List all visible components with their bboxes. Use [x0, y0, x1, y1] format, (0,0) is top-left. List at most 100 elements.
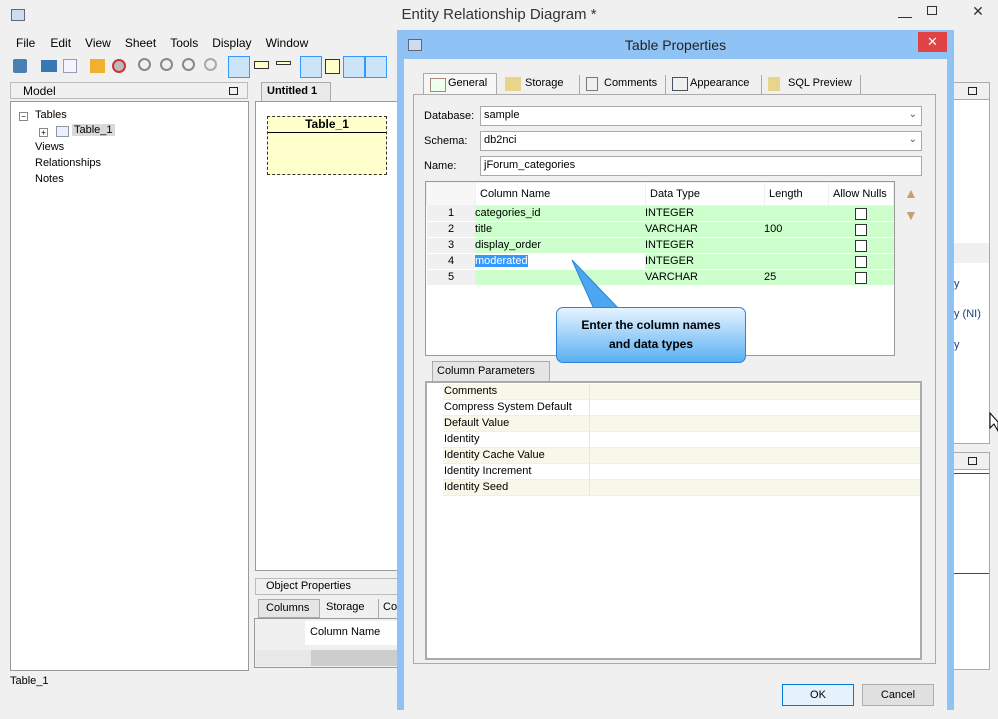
row-number[interactable]: 4	[427, 254, 475, 269]
parameter-row[interactable]: Compress System Default	[443, 400, 920, 416]
allow-nulls-checkbox[interactable]	[855, 272, 867, 284]
tree-table-1[interactable]: Table_1	[72, 124, 115, 136]
op-tab-columns[interactable]: Columns	[258, 599, 320, 618]
zoom-out-icon[interactable]	[182, 58, 195, 71]
show-null-icon[interactable]	[325, 59, 340, 74]
show-comments-icon[interactable]	[343, 56, 365, 78]
parameter-row[interactable]: Identity Increment	[443, 464, 920, 480]
cell-data-type[interactable]: INTEGER	[645, 254, 764, 269]
minimize-button[interactable]	[898, 8, 912, 18]
menu-file[interactable]: File	[16, 36, 36, 50]
cell-column-name[interactable]: categories_id	[475, 206, 645, 221]
header-length[interactable]: Length	[765, 183, 828, 205]
maximize-button[interactable]	[927, 6, 937, 15]
grid-row[interactable]: 2 title VARCHAR 100	[426, 222, 894, 238]
grid-row[interactable]: 5 VARCHAR 25	[426, 270, 894, 286]
tab-untitled-1[interactable]: Untitled 1	[261, 82, 331, 101]
collapse-icon[interactable]: −	[19, 112, 28, 121]
grid-row[interactable]: 3 display_order INTEGER	[426, 238, 894, 254]
row-number[interactable]: 5	[427, 270, 475, 285]
menu-window[interactable]: Window	[265, 36, 309, 50]
diagram-canvas[interactable]: Table_1	[255, 101, 400, 571]
zoom-reset-icon[interactable]	[204, 58, 217, 71]
entity-table-1[interactable]: Table_1	[267, 116, 387, 175]
menu-sheet[interactable]: Sheet	[124, 36, 157, 50]
tree-views[interactable]: Views	[35, 141, 65, 153]
name-input[interactable]: jForum_categories	[480, 156, 922, 176]
parameter-row[interactable]: Default Value	[443, 416, 920, 432]
zoom-fit-icon[interactable]	[138, 58, 151, 71]
move-down-icon[interactable]: ▼	[904, 207, 918, 223]
view-full-icon[interactable]	[228, 56, 250, 78]
cell-column-name[interactable]: title	[475, 222, 645, 237]
tab-storage[interactable]: Storage	[499, 75, 577, 94]
row-number[interactable]: 2	[427, 222, 475, 237]
ok-button[interactable]: OK	[782, 684, 854, 706]
tab-column-parameters[interactable]: Column Parameters	[432, 361, 550, 381]
cancel-button[interactable]: Cancel	[862, 684, 934, 706]
tab-appearance[interactable]: Appearance	[665, 75, 759, 94]
header-allow-nulls[interactable]: Allow Nulls	[829, 183, 893, 205]
cell-length[interactable]: 25	[764, 270, 828, 285]
tab-general[interactable]: General	[423, 73, 497, 94]
tree-notes[interactable]: Notes	[35, 173, 64, 185]
cell-length[interactable]	[764, 254, 828, 269]
parameter-value[interactable]	[589, 384, 920, 399]
grid-icon[interactable]	[63, 59, 77, 73]
menu-edit[interactable]: Edit	[50, 36, 72, 50]
schema-select[interactable]: db2nci ⌄	[480, 131, 922, 151]
op-tab-more[interactable]: Co	[378, 599, 398, 618]
cell-column-name[interactable]: moderated	[475, 254, 645, 269]
cell-length[interactable]	[764, 238, 828, 253]
cell-column-name[interactable]: display_order	[475, 238, 645, 253]
row-number[interactable]: 1	[427, 206, 475, 221]
menu-display[interactable]: Display	[212, 36, 252, 50]
zoom-in-icon[interactable]	[160, 58, 173, 71]
tab-sql-preview[interactable]: SQL Preview	[761, 75, 861, 94]
restore-icon[interactable]	[968, 87, 977, 95]
move-up-icon[interactable]: ▲	[904, 185, 918, 201]
allow-nulls-checkbox[interactable]	[855, 256, 867, 268]
view-keys-icon[interactable]	[254, 61, 269, 69]
parameter-row[interactable]: Identity Cache Value	[443, 448, 920, 464]
close-button[interactable]: ✕	[972, 3, 984, 19]
database-select[interactable]: sample ⌄	[480, 106, 922, 126]
parameter-value[interactable]	[589, 448, 920, 463]
cell-data-type[interactable]: VARCHAR	[645, 270, 764, 285]
parameter-row[interactable]: Identity Seed	[443, 480, 920, 496]
restore-icon[interactable]	[229, 87, 238, 95]
parameter-row[interactable]: Identity	[443, 432, 920, 448]
cell-allow-nulls[interactable]	[828, 270, 894, 285]
cell-length[interactable]: 100	[764, 222, 828, 237]
restore-icon[interactable]	[968, 457, 977, 465]
parameter-row[interactable]: Comments	[443, 384, 920, 400]
view-name-icon[interactable]	[276, 61, 291, 65]
show-types-icon[interactable]	[300, 56, 322, 78]
print-icon[interactable]	[41, 60, 57, 72]
cell-allow-nulls[interactable]	[828, 206, 894, 221]
cell-data-type[interactable]: VARCHAR	[645, 222, 764, 237]
cell-data-type[interactable]: INTEGER	[645, 238, 764, 253]
tab-comments[interactable]: Comments	[579, 75, 663, 94]
expand-icon[interactable]: +	[39, 128, 48, 137]
grid-row[interactable]: 4 moderated INTEGER	[426, 254, 894, 270]
menu-view[interactable]: View	[85, 36, 111, 50]
allow-nulls-checkbox[interactable]	[855, 224, 867, 236]
parameter-value[interactable]	[589, 416, 920, 431]
tree-relationships[interactable]: Relationships	[35, 157, 102, 169]
row-number[interactable]: 3	[427, 238, 475, 253]
cell-allow-nulls[interactable]	[828, 254, 894, 269]
tree-tables[interactable]: Tables	[35, 109, 67, 121]
header-column-name[interactable]: Column Name	[476, 183, 645, 205]
parameter-value[interactable]	[589, 480, 920, 495]
cell-allow-nulls[interactable]	[828, 238, 894, 253]
menu-tools[interactable]: Tools	[170, 36, 199, 50]
save-icon[interactable]	[13, 59, 27, 73]
parameter-value[interactable]	[589, 400, 920, 415]
cell-data-type[interactable]: INTEGER	[645, 206, 764, 221]
parameter-value[interactable]	[589, 432, 920, 447]
stop-icon[interactable]	[112, 59, 126, 73]
show-relations-icon[interactable]	[365, 56, 387, 78]
cell-column-name[interactable]	[475, 270, 645, 285]
header-data-type[interactable]: Data Type	[646, 183, 764, 205]
